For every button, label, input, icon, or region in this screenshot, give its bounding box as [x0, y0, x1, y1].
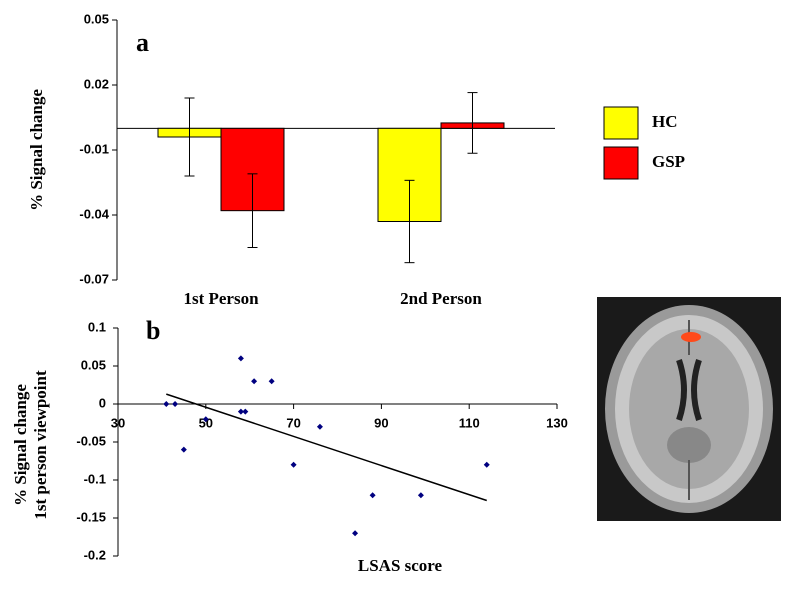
y-axis-label: 1st person viewpoint: [31, 370, 50, 520]
point: [290, 461, 297, 468]
point: [237, 408, 244, 415]
y-tick-label: 0.05: [84, 11, 109, 26]
point: [237, 355, 244, 362]
y-tick-label: 0.05: [81, 357, 106, 372]
point: [483, 461, 490, 468]
point: [352, 530, 359, 537]
x-tick-label: 70: [286, 415, 300, 430]
legend-swatch: [603, 106, 639, 140]
panel-label: a: [136, 28, 149, 57]
brain-image: [597, 297, 781, 521]
x-tick-label: 2nd Person: [400, 289, 482, 308]
x-tick-label: 130: [546, 415, 568, 430]
y-tick-label: -0.01: [79, 141, 109, 156]
x-axis-label: LSAS score: [358, 556, 443, 575]
y-tick-label: 0: [99, 395, 106, 410]
y-tick-label: 0.1: [88, 319, 106, 334]
y-tick-label: -0.15: [76, 509, 106, 524]
x-tick-label: 110: [459, 415, 480, 430]
point: [163, 401, 170, 407]
error-bar: [467, 92, 478, 154]
error-bar: [247, 173, 258, 248]
point: [417, 492, 424, 499]
y-tick-label: -0.2: [84, 547, 106, 562]
point: [369, 492, 376, 499]
y-axis-label: % Signal change: [11, 384, 30, 506]
x-tick-label: 30: [111, 415, 125, 430]
x-tick-label: 50: [199, 415, 213, 430]
legend-swatch: [603, 146, 639, 180]
error-bar: [404, 179, 415, 264]
point: [172, 401, 179, 407]
legend-label: HC: [652, 112, 678, 131]
point: [316, 423, 323, 430]
panel-label: b: [146, 316, 160, 345]
point: [268, 378, 275, 385]
error-bar: [184, 97, 195, 177]
y-tick-label: -0.07: [79, 271, 109, 286]
y-tick-label: -0.1: [84, 471, 106, 486]
y-tick-label: 0.02: [84, 76, 109, 91]
point: [251, 378, 258, 385]
x-tick-label: 90: [374, 415, 388, 430]
point: [180, 446, 187, 453]
trend-line: [166, 393, 487, 502]
y-tick-label: -0.04: [79, 206, 109, 221]
legend-label: GSP: [652, 152, 685, 171]
y-axis-label: % Signal change: [27, 89, 46, 211]
x-tick-label: 1st Person: [183, 289, 259, 308]
point: [202, 416, 209, 423]
point: [242, 408, 249, 415]
y-tick-label: -0.05: [76, 433, 106, 448]
